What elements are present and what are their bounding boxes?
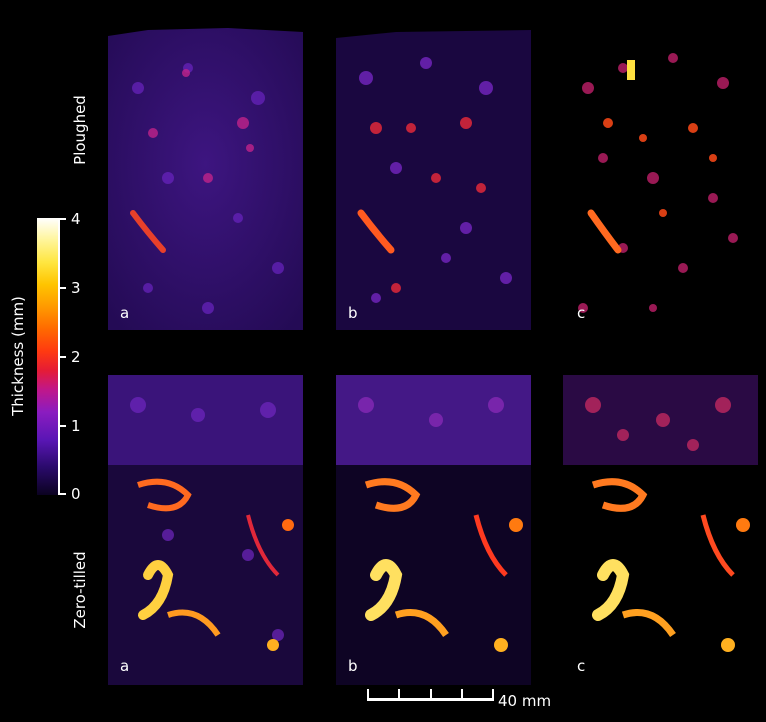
colorbar-label-1: 1 — [71, 417, 81, 435]
colorbar-gradient — [37, 218, 58, 495]
panel-letter: a — [120, 657, 130, 675]
panel-ploughed-b: b — [336, 28, 531, 330]
colorbar-title: Thickness (mm) — [9, 296, 27, 416]
panel-ploughed-a: a — [108, 28, 303, 330]
colorbar-label-4: 4 — [71, 210, 81, 228]
pore-image-zero-tilled-c — [563, 375, 758, 652]
colorbar-label-2: 2 — [71, 348, 81, 366]
row-label-zero-tilled: Zero-tilled — [71, 551, 89, 629]
panel-letter: a — [120, 304, 130, 322]
colorbar-label-3: 3 — [71, 279, 81, 297]
panel-letter: c — [577, 657, 586, 675]
panel-zero-tilled-a: a — [108, 375, 303, 685]
scale-bar-tick — [398, 689, 400, 701]
scale-bar-tick — [492, 689, 494, 701]
pore-image-ploughed-a — [108, 28, 303, 330]
panel-zero-tilled-c: c — [563, 375, 758, 685]
colorbar-label-0: 0 — [71, 485, 81, 503]
pore-image-ploughed-c — [578, 53, 738, 313]
panel-letter: b — [348, 657, 358, 675]
pore-image-zero-tilled-a — [108, 375, 303, 685]
row-label-ploughed: Ploughed — [71, 95, 89, 165]
panel-letter: c — [577, 304, 586, 322]
panel-ploughed-c: c — [563, 28, 758, 330]
colorbar-tick-3 — [58, 287, 66, 289]
scale-bar-tick — [461, 689, 463, 701]
colorbar-tick-4 — [58, 218, 66, 220]
pore-image-zero-tilled-b — [336, 375, 531, 685]
scale-bar-tick — [430, 689, 432, 701]
colorbar-tick-2 — [58, 356, 66, 358]
panel-zero-tilled-b: b — [336, 375, 531, 685]
colorbar-tick-1 — [58, 425, 66, 427]
panel-letter: b — [348, 304, 358, 322]
colorbar-tick-0 — [58, 493, 66, 495]
scale-bar-tick — [367, 689, 369, 701]
pore-image-ploughed-b — [336, 30, 531, 330]
scale-bar-label: 40 mm — [498, 692, 552, 710]
